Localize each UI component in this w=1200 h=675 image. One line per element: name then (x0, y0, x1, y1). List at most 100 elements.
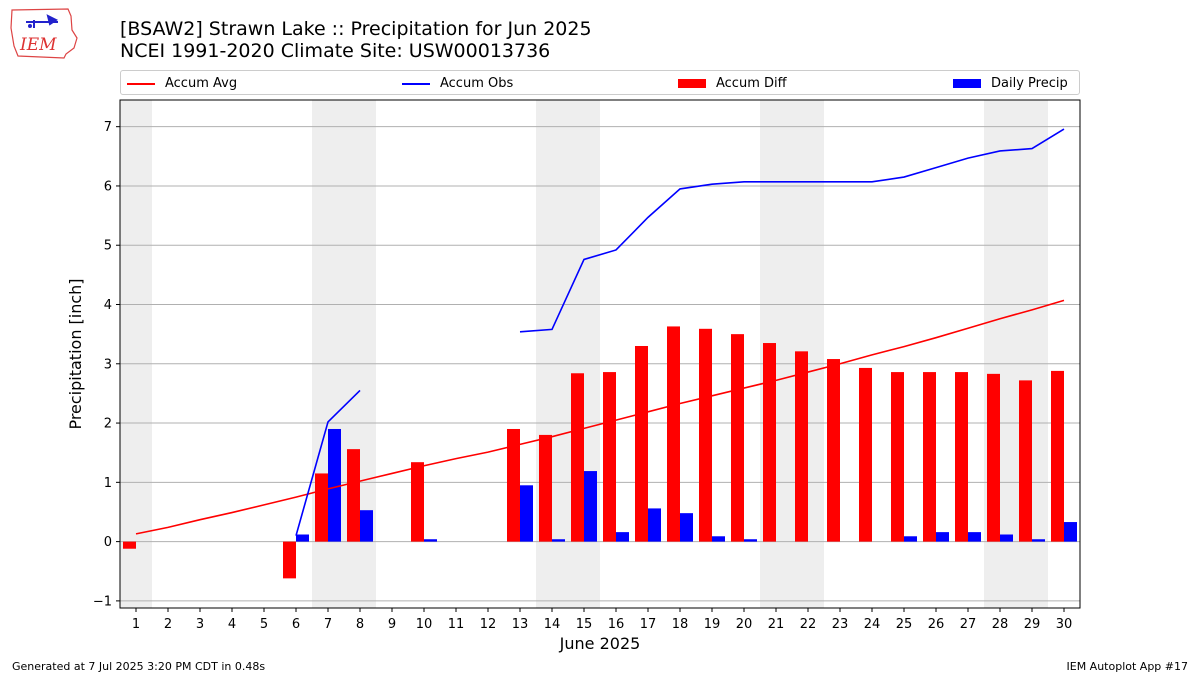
x-tick-label: 16 (608, 617, 625, 632)
bar-daily-precip (328, 428, 341, 542)
bar-accum-diff (667, 326, 680, 542)
bar-daily-precip (616, 532, 629, 542)
bar-daily-precip (680, 513, 693, 542)
bar-accum-diff (731, 334, 744, 542)
bar-daily-precip (904, 536, 917, 542)
x-tick-label: 9 (388, 617, 396, 632)
legend-label-accum-obs: Accum Obs (440, 76, 514, 91)
chart-subtitle: NCEI 1991-2020 Climate Site: USW00013736 (120, 40, 551, 62)
footer-generated-note: Generated at 7 Jul 2025 3:20 PM CDT in 0… (12, 660, 266, 673)
legend-swatch-accum-obs (402, 82, 430, 85)
y-tick-label: 7 (104, 120, 112, 135)
shaded-band (984, 100, 1048, 608)
shaded-band (536, 100, 600, 608)
legend-swatch-accum-diff (678, 79, 706, 88)
line-accum-obs (295, 389, 361, 536)
y-tick-label: 3 (104, 357, 112, 372)
bar-accum-diff (283, 541, 296, 579)
x-tick-label: 3 (196, 617, 204, 632)
bar-accum-diff (955, 372, 968, 542)
y-tick-label: 5 (104, 239, 112, 254)
y-axis-label: Precipitation [inch] (66, 278, 85, 429)
shaded-band (760, 100, 824, 608)
legend-label-daily-precip: Daily Precip (991, 76, 1068, 91)
x-tick-label: 4 (228, 617, 236, 632)
legend-item-daily-precip: Daily Precip (953, 71, 1068, 96)
bar-accum-diff (1019, 380, 1032, 542)
legend-swatch-daily-precip (953, 79, 981, 88)
bar-accum-diff (795, 351, 808, 542)
y-tick-label: −1 (93, 594, 112, 609)
bar-accum-diff (603, 372, 616, 542)
line-accum-avg (135, 299, 1065, 535)
y-tick-label: 1 (104, 476, 112, 491)
y-tick-label: 4 (104, 298, 112, 313)
bar-accum-diff (1051, 370, 1064, 542)
bar-accum-diff (827, 359, 840, 542)
bar-accum-diff (411, 462, 424, 542)
x-tick-label: 22 (800, 617, 817, 632)
legend-label-accum-avg: Accum Avg (165, 76, 238, 91)
bar-accum-diff (923, 372, 936, 542)
bar-accum-diff (507, 428, 520, 542)
x-tick-label: 24 (864, 617, 881, 632)
bar-daily-precip (936, 532, 949, 542)
bar-accum-diff (699, 328, 712, 542)
x-tick-label: 30 (1056, 617, 1073, 632)
x-tick-label: 10 (416, 617, 433, 632)
bar-daily-precip (1064, 522, 1077, 542)
bar-accum-diff (891, 372, 904, 542)
x-tick-label: 26 (928, 617, 945, 632)
bar-daily-precip (520, 485, 533, 542)
bar-accum-diff (315, 473, 328, 542)
bar-daily-precip (360, 510, 373, 542)
bar-daily-precip (424, 539, 437, 542)
bar-daily-precip (1032, 539, 1045, 542)
legend: Accum Avg Accum Obs Accum Diff Daily Pre… (120, 70, 1080, 95)
x-tick-label: 19 (704, 617, 721, 632)
shaded-band (312, 100, 376, 608)
line-accum-obs (519, 128, 1065, 333)
x-tick-label: 8 (356, 617, 364, 632)
x-tick-label: 20 (736, 617, 753, 632)
bar-accum-diff (539, 434, 552, 542)
legend-item-accum-avg: Accum Avg (127, 71, 237, 96)
bar-accum-diff (859, 367, 872, 542)
bar-accum-diff (987, 373, 1000, 542)
x-tick-label: 23 (832, 617, 849, 632)
bar-daily-precip (968, 532, 981, 542)
bar-accum-diff (635, 345, 648, 542)
bar-daily-precip (584, 471, 597, 542)
iem-logo: IEM (10, 8, 78, 59)
x-tick-label: 28 (992, 617, 1009, 632)
y-tick-label: 6 (104, 179, 112, 194)
bar-daily-precip (552, 539, 565, 542)
x-tick-label: 15 (576, 617, 593, 632)
x-tick-label: 25 (896, 617, 913, 632)
x-tick-label: 27 (960, 617, 977, 632)
x-tick-label: 12 (480, 617, 497, 632)
bar-accum-diff (347, 449, 360, 542)
x-tick-label: 21 (768, 617, 785, 632)
x-tick-label: 11 (448, 617, 465, 632)
bar-accum-diff (123, 541, 136, 549)
x-tick-label: 5 (260, 617, 268, 632)
bar-accum-diff (571, 373, 584, 542)
bar-daily-precip (296, 534, 309, 542)
x-tick-label: 14 (544, 617, 561, 632)
chart-title: [BSAW2] Strawn Lake :: Precipitation for… (120, 18, 592, 40)
x-tick-label: 13 (512, 617, 529, 632)
bar-daily-precip (712, 536, 725, 542)
x-tick-label: 18 (672, 617, 689, 632)
x-tick-label: 1 (132, 617, 140, 632)
bar-daily-precip (1000, 534, 1013, 542)
legend-swatch-accum-avg (127, 82, 155, 85)
legend-label-accum-diff: Accum Diff (716, 76, 787, 91)
x-axis-label: June 2025 (559, 634, 641, 653)
shaded-band (120, 100, 152, 608)
x-tick-label: 2 (164, 617, 172, 632)
plot-frame (119, 99, 1081, 609)
x-tick-label: 29 (1024, 617, 1041, 632)
x-tick-label: 7 (324, 617, 332, 632)
